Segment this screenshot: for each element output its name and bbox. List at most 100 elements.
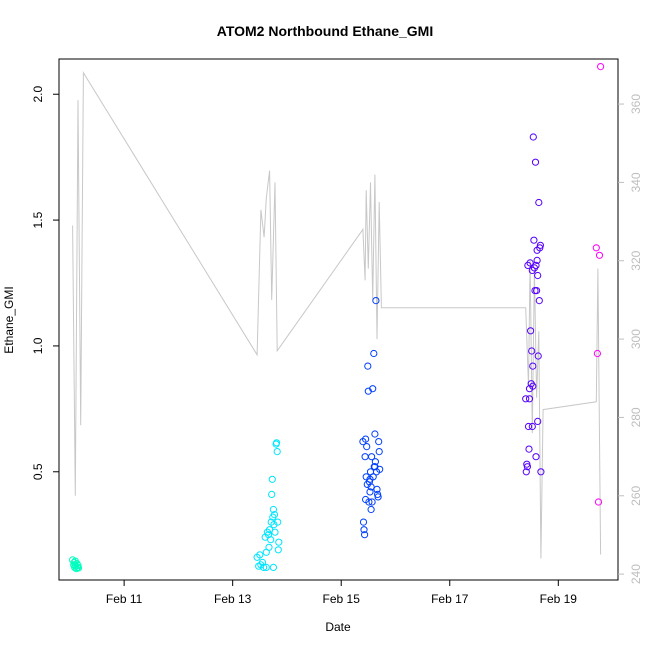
data-point [362,473,370,481]
data-point [524,261,532,269]
data-point [260,563,268,572]
data-point [535,198,543,207]
data-point [371,463,379,471]
x-axis-label: Date [325,620,351,634]
data-point [532,261,540,269]
data-point [528,422,536,431]
data-point [373,485,381,493]
data-point [366,488,374,496]
data-point [529,382,537,390]
y2-tick-label: 240 [629,564,643,584]
data-point [274,546,282,554]
data-point [267,536,275,544]
data-point [533,287,541,295]
track-line-layer [72,70,602,559]
data-point [363,443,371,451]
y2-tick-label: 300 [629,329,643,349]
data-point [273,448,281,456]
y-tick-label: 0.5 [31,463,45,480]
track-line [72,70,602,559]
data-point [529,133,537,141]
series-2 [253,439,283,572]
data-point [270,510,279,519]
data-point [533,256,541,264]
data-point [534,417,542,425]
data-point [270,521,278,529]
data-point [265,543,273,551]
data-point [530,236,538,244]
y2-tick-label: 280 [629,407,643,427]
data-point [271,528,279,536]
data-point [532,453,540,461]
data-point [372,297,380,305]
data-point [531,158,540,166]
data-point [268,475,276,483]
x-tick-label: Feb 17 [431,592,469,606]
data-point [524,422,533,431]
data-point [269,505,277,514]
data-point [369,385,377,393]
data-point [273,439,281,447]
data-point [374,493,382,501]
data-point [364,362,372,370]
data-point [534,271,542,280]
data-point [374,490,382,498]
x-tick-label: Feb 11 [106,592,143,606]
chart-title: ATOM2 Northbound Ethane_GMI [217,23,433,39]
y2-tick-label: 260 [629,485,643,505]
x-tick-label: Feb 19 [540,592,578,606]
data-point [367,483,375,491]
series-1 [69,556,83,573]
data-point [593,349,602,358]
data-point [368,453,376,461]
data-point [362,435,370,443]
data-point [537,468,545,476]
data-point [274,518,282,526]
data-point [366,475,374,483]
x-tick-label: Feb 15 [323,592,361,606]
data-point [525,395,534,403]
y-tick-label: 1.0 [31,337,45,354]
data-point [359,518,368,526]
data-point [74,564,83,572]
data-point [258,558,267,567]
data-point [522,468,530,476]
y2-tick-label: 340 [629,172,643,192]
y2-tick-label: 320 [629,250,643,270]
data-point [368,498,376,506]
data-point [371,430,379,438]
data-point [595,251,604,259]
data-point [534,352,542,360]
data-point [535,297,543,305]
data-point [529,362,537,370]
data-point [362,495,370,504]
data-point [262,563,270,572]
y2-tick-label: 360 [629,94,643,114]
data-point [522,395,530,403]
data-point [375,438,383,446]
data-point [360,526,368,534]
data-point [526,259,534,267]
x-tick-label: Feb 13 [214,592,252,606]
series-3 [359,297,384,539]
data-point [527,327,535,335]
data-points-layer [69,63,605,573]
data-point [268,490,276,498]
data-point [361,531,369,539]
data-point [528,347,536,355]
series-4 [522,133,545,476]
y-tick-label: 1.5 [31,211,45,228]
data-point [269,563,277,572]
data-point [592,244,600,252]
axes-layer: Feb 11 Feb 13 Feb 15 Feb 17 Feb 19 0.5 1.0 1.5 2… [31,58,643,606]
y-tick-label: 2.0 [31,86,45,103]
data-point [523,463,532,471]
plot-frame [58,58,619,581]
data-point [370,349,378,358]
data-point [525,445,533,453]
data-point [371,458,379,466]
data-point [375,448,383,456]
data-point [536,241,545,249]
